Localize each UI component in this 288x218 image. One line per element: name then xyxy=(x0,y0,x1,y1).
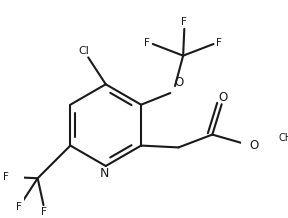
Text: Cl: Cl xyxy=(78,46,89,56)
Text: F: F xyxy=(3,172,9,182)
Text: O: O xyxy=(218,91,228,104)
Text: F: F xyxy=(16,203,22,212)
Text: O: O xyxy=(175,76,184,89)
Text: CH₃: CH₃ xyxy=(278,133,288,143)
Text: F: F xyxy=(216,38,222,48)
Text: O: O xyxy=(249,139,258,152)
Text: F: F xyxy=(181,17,187,27)
Text: F: F xyxy=(41,207,47,217)
Text: F: F xyxy=(144,38,150,48)
Text: N: N xyxy=(100,167,109,180)
